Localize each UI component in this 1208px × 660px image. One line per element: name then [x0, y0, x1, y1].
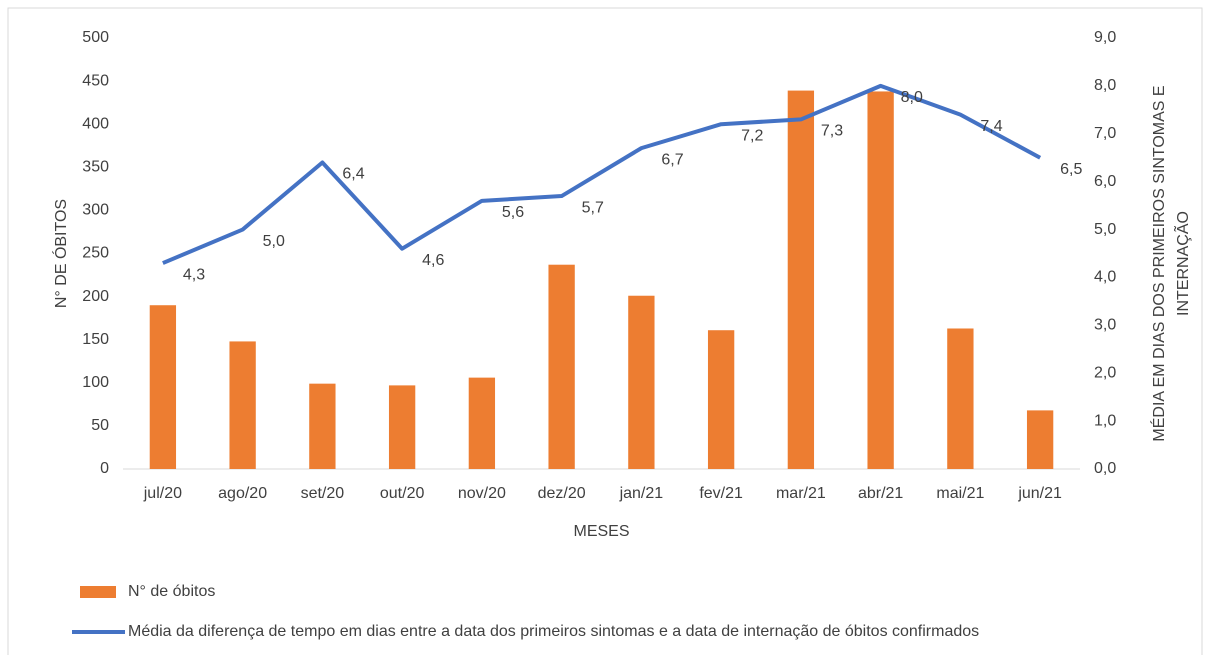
chart-border	[7, 7, 1203, 660]
bar	[947, 328, 974, 469]
y-tick-label: 150	[82, 331, 109, 348]
bar	[229, 341, 256, 469]
x-tick-label: fev/21	[699, 485, 743, 502]
y-tick-label: 250	[82, 245, 109, 262]
y2-axis-label: INTERNAÇÃO	[1172, 211, 1192, 316]
x-tick-label: set/20	[301, 485, 345, 502]
data-label: 4,6	[422, 252, 444, 269]
y2-tick-label: 4,0	[1094, 269, 1116, 286]
bar	[468, 377, 496, 469]
y-tick-label: 100	[82, 374, 109, 391]
y-tick-label: 300	[82, 202, 109, 219]
y2-tick-label: 5,0	[1094, 221, 1116, 238]
bar	[388, 385, 416, 469]
data-label: 8,0	[901, 89, 923, 106]
x-tick-label: ago/20	[218, 485, 267, 502]
x-axis-label: MESES	[573, 523, 629, 540]
data-label: 4,3	[183, 266, 205, 283]
data-label: 7,2	[741, 127, 763, 144]
y-tick-label: 200	[82, 288, 109, 305]
x-tick-label: jun/21	[1017, 485, 1062, 502]
data-label: 5,6	[502, 204, 524, 221]
legend-label: N° de óbitos	[128, 583, 215, 600]
y-tick-label: 400	[82, 115, 109, 132]
data-label: 7,4	[980, 118, 1002, 135]
x-tick-label: jul/20	[143, 485, 182, 502]
legend-label: Média da diferença de tempo em dias entr…	[128, 623, 979, 640]
bar	[628, 295, 655, 469]
y-tick-label: 50	[91, 417, 109, 434]
line	[162, 83, 1042, 265]
y-tick-label: 0	[100, 460, 109, 477]
bar	[867, 91, 894, 469]
x-tick-label: mar/21	[776, 485, 826, 502]
x-tick-label: dez/20	[538, 485, 586, 502]
bar	[149, 305, 177, 469]
bar	[548, 264, 575, 469]
y2-tick-label: 3,0	[1094, 317, 1116, 334]
y-tick-label: 450	[82, 72, 109, 89]
y2-tick-label: 2,0	[1094, 364, 1116, 381]
data-label: 6,4	[342, 166, 364, 183]
x-tick-label: mai/21	[936, 485, 984, 502]
y2-tick-label: 7,0	[1094, 125, 1116, 142]
x-tick-label: out/20	[380, 485, 425, 502]
y-axis-label: N° DE ÓBITOS	[51, 199, 70, 308]
y2-tick-label: 8,0	[1094, 77, 1116, 94]
bar	[309, 383, 336, 469]
y-tick-label: 500	[82, 29, 109, 46]
data-label: 6,5	[1060, 161, 1082, 178]
y2-tick-label: 1,0	[1094, 412, 1116, 429]
x-tick-label: abr/21	[858, 485, 903, 502]
y2-tick-label: 0,0	[1094, 460, 1116, 477]
data-label: 6,7	[661, 151, 683, 168]
legend-swatch	[80, 586, 116, 598]
y2-axis-label: MÉDIA EM DIAS DOS PRIMEIROS SINTOMAS E	[1149, 85, 1168, 441]
data-label: 5,0	[263, 233, 285, 250]
y-tick-label: 350	[82, 159, 109, 176]
bar	[1026, 410, 1054, 469]
data-label: 7,3	[821, 123, 843, 140]
x-tick-label: jan/21	[619, 485, 664, 502]
y2-tick-label: 9,0	[1094, 29, 1116, 46]
x-tick-label: nov/20	[458, 485, 506, 502]
bar	[787, 90, 815, 469]
bar	[707, 330, 735, 469]
y2-tick-label: 6,0	[1094, 173, 1116, 190]
data-label: 5,7	[582, 199, 604, 216]
